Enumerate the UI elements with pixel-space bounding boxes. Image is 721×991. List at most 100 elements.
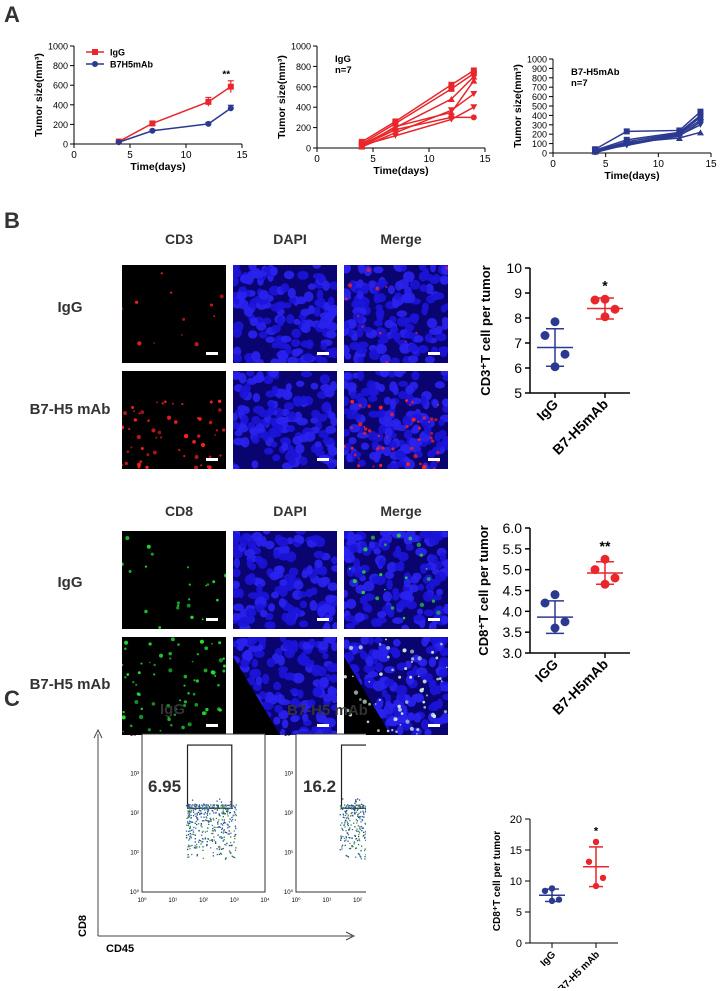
facs-event bbox=[342, 808, 344, 811]
facs-event bbox=[235, 814, 237, 816]
facs-event bbox=[344, 804, 346, 806]
nucleus bbox=[392, 617, 404, 624]
facs-event bbox=[359, 840, 361, 842]
nucleus bbox=[331, 694, 337, 704]
nucleus bbox=[348, 423, 360, 433]
facs-event bbox=[201, 807, 203, 809]
nucleus bbox=[363, 326, 373, 333]
facs-event bbox=[213, 836, 215, 838]
scale-bar bbox=[317, 458, 329, 461]
facs-event bbox=[198, 830, 200, 832]
positive-cell bbox=[194, 342, 199, 347]
y-tick-label: 5.5 bbox=[503, 541, 523, 557]
data-point bbox=[555, 896, 563, 903]
facs-event bbox=[348, 828, 350, 830]
facs-event bbox=[212, 830, 214, 832]
nucleus bbox=[319, 312, 332, 319]
facs-event bbox=[361, 816, 364, 818]
nucleus bbox=[326, 663, 337, 673]
nucleus bbox=[264, 540, 275, 550]
nucleus bbox=[443, 603, 448, 615]
data-point bbox=[149, 127, 156, 134]
x-tick-label: 0 bbox=[550, 159, 556, 170]
positive-cell bbox=[128, 427, 131, 431]
facs-event bbox=[348, 829, 350, 831]
facs-event bbox=[207, 804, 209, 806]
facs-event bbox=[189, 821, 191, 823]
nucleus bbox=[233, 532, 240, 542]
positive-cell bbox=[122, 562, 124, 566]
positive-cell bbox=[398, 707, 402, 712]
facs-event bbox=[191, 844, 193, 847]
facs-event bbox=[223, 829, 225, 831]
col-label-merge-2: Merge bbox=[380, 503, 422, 519]
facs-event-gated bbox=[352, 805, 354, 807]
facs-event bbox=[206, 807, 208, 809]
nucleus bbox=[244, 574, 256, 586]
positive-cell bbox=[183, 454, 186, 458]
y-axis-label: Tumor size(mm³) bbox=[512, 64, 524, 148]
facs-event bbox=[191, 804, 193, 806]
positive-cell bbox=[422, 700, 426, 704]
nucleus bbox=[353, 558, 361, 569]
nucleus bbox=[375, 618, 383, 627]
facs-event bbox=[348, 829, 351, 831]
facs-event bbox=[234, 835, 236, 837]
facs-event bbox=[342, 829, 344, 831]
legend-marker bbox=[92, 49, 98, 55]
nucleus bbox=[301, 713, 309, 722]
facs-event bbox=[229, 807, 232, 810]
x-tick-label: 10 bbox=[653, 159, 665, 170]
facs-event bbox=[344, 814, 347, 817]
positive-cell bbox=[197, 417, 199, 420]
facs-event bbox=[353, 811, 356, 813]
facs-event bbox=[220, 837, 222, 839]
y-tick-label: 600 bbox=[296, 82, 311, 92]
facs-event bbox=[204, 838, 206, 840]
facs-event-gated bbox=[203, 803, 205, 805]
positive-cell bbox=[344, 444, 346, 448]
facs-event bbox=[187, 812, 189, 814]
data-point bbox=[447, 116, 455, 123]
positive-cell bbox=[426, 576, 431, 581]
facs-event bbox=[199, 812, 201, 814]
positive-cell bbox=[395, 730, 398, 733]
facs-event bbox=[223, 830, 225, 832]
facs-event bbox=[197, 811, 200, 813]
positive-cell bbox=[385, 286, 388, 289]
positive-cell bbox=[173, 713, 177, 717]
facs-event bbox=[355, 818, 357, 821]
micrograph-image bbox=[344, 371, 448, 469]
micrograph-cd3-igg bbox=[122, 265, 226, 363]
nucleus bbox=[270, 441, 278, 448]
positive-cell bbox=[391, 728, 394, 732]
chart-subtitle: n=7 bbox=[571, 78, 588, 89]
facs-event bbox=[235, 804, 237, 806]
nucleus bbox=[434, 431, 441, 442]
nucleus bbox=[378, 558, 386, 567]
nucleus bbox=[374, 662, 384, 673]
facs-event bbox=[220, 853, 223, 855]
micrograph-image bbox=[344, 531, 448, 629]
facs-event bbox=[345, 810, 347, 813]
positive-cell bbox=[366, 720, 370, 724]
facs-event bbox=[351, 814, 353, 817]
nucleus bbox=[413, 614, 425, 622]
positive-cell bbox=[410, 649, 415, 654]
data-point bbox=[623, 142, 631, 149]
nucleus bbox=[428, 554, 439, 563]
facs-event bbox=[359, 805, 361, 807]
facs-event bbox=[199, 813, 201, 816]
facs-event bbox=[363, 831, 365, 833]
facs-event bbox=[347, 818, 350, 820]
positive-cell bbox=[170, 637, 175, 642]
positive-cell bbox=[358, 698, 362, 701]
nucleus bbox=[442, 435, 448, 446]
facs-event bbox=[346, 813, 348, 815]
nucleus bbox=[241, 414, 249, 425]
facs-event bbox=[187, 856, 189, 858]
nucleus bbox=[372, 680, 385, 692]
y-tick-label: 900 bbox=[532, 64, 547, 74]
facs-event bbox=[344, 844, 346, 847]
